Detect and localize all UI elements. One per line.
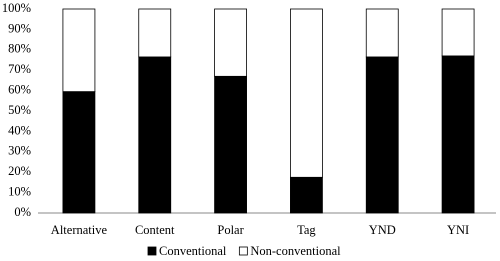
y-tick-label: 80% [8, 42, 31, 56]
legend-label: Non-conventional [250, 244, 341, 258]
bar-segment [441, 8, 475, 57]
bar-segment [214, 8, 247, 77]
y-tick-label: 70% [8, 62, 31, 76]
y-tick-label: 90% [8, 21, 31, 35]
y-tick-label: 60% [8, 82, 31, 96]
bar-segment [365, 56, 399, 214]
y-tick-label: 50% [8, 103, 31, 117]
bar-segment [290, 176, 323, 214]
x-tick-label: YND [369, 223, 396, 237]
x-tick-label: Content [135, 223, 175, 237]
y-tick-label: 10% [8, 184, 31, 198]
y-tick-label: 40% [8, 123, 31, 137]
bar-segment [365, 8, 399, 58]
y-tick-label: 100% [2, 1, 31, 15]
bar-segment [62, 91, 96, 214]
x-tick-label: Alternative [51, 223, 108, 237]
y-tick-label: 0% [14, 205, 31, 219]
bar-segment [290, 8, 323, 178]
y-tick-label: 30% [8, 144, 31, 158]
bar-segment [138, 56, 172, 214]
y-tick-label: 20% [8, 164, 31, 178]
x-tick-label: YNI [447, 223, 469, 237]
bar-segment [214, 75, 247, 214]
bar-segment [138, 8, 172, 58]
bar-segment [441, 55, 475, 214]
legend-label: Conventional [159, 244, 227, 258]
legend-swatch [238, 246, 248, 256]
x-tick-label: Polar [217, 223, 244, 237]
x-tick-label: Tag [297, 223, 316, 237]
legend-swatch [147, 246, 157, 256]
bar-segment [62, 8, 96, 93]
